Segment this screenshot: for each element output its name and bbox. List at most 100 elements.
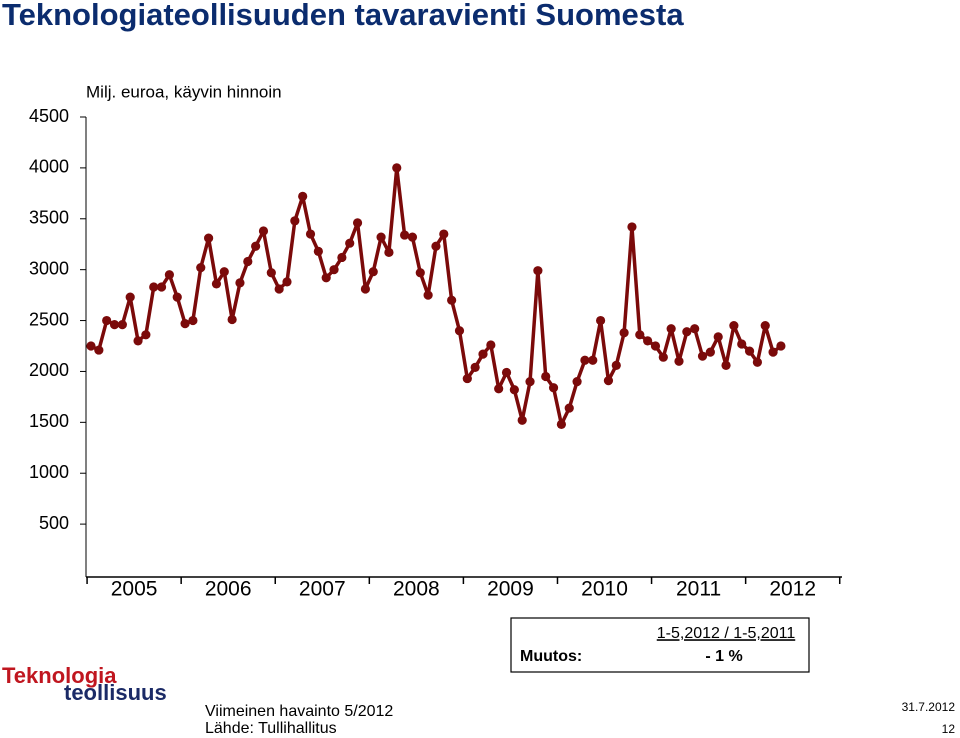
point <box>407 232 418 242</box>
y-tick-label: 1000 <box>29 462 69 482</box>
point <box>219 267 229 277</box>
point <box>368 267 378 277</box>
point <box>643 336 653 346</box>
point <box>580 355 590 365</box>
point <box>737 339 747 349</box>
point <box>329 265 339 275</box>
point <box>384 247 394 257</box>
point <box>282 277 292 287</box>
logo-line1: Teknologia <box>2 663 117 688</box>
x-tick-label: 2010 <box>581 578 628 601</box>
point <box>548 383 559 393</box>
point <box>674 356 684 366</box>
point <box>360 284 370 294</box>
point <box>470 362 480 372</box>
point <box>768 347 778 357</box>
point <box>533 266 543 276</box>
point <box>376 232 386 242</box>
y-tick-label: 2500 <box>29 309 69 329</box>
footer-date: 31.7.2012 <box>902 700 956 714</box>
point <box>149 282 159 292</box>
point <box>596 315 606 326</box>
period: 1-5,2012 / 1-5,2011 <box>657 625 796 642</box>
point <box>439 229 449 239</box>
x-tick-label: 2007 <box>299 578 346 601</box>
point <box>776 341 786 351</box>
point <box>564 403 574 413</box>
y-tick-label: 500 <box>39 513 69 533</box>
point <box>235 278 245 288</box>
point <box>258 226 269 236</box>
point <box>760 321 770 331</box>
point <box>133 336 143 346</box>
point <box>164 270 174 280</box>
y-tick-label: 2000 <box>29 360 69 380</box>
y-tick-label: 3000 <box>29 258 69 278</box>
point <box>697 351 708 361</box>
point <box>172 292 182 302</box>
point <box>525 377 535 387</box>
point <box>431 241 441 251</box>
point <box>266 268 276 278</box>
change-label: Muutos: <box>520 648 582 665</box>
point <box>509 385 519 395</box>
footer-note: Viimeinen havainto 5/2012 <box>205 703 393 720</box>
point <box>204 233 214 243</box>
point <box>517 415 527 425</box>
point <box>392 163 402 173</box>
point <box>305 229 316 239</box>
point <box>196 263 206 273</box>
change-box: 1-5,2012 / 1-5,2011 Muutos: - 1 % <box>510 617 810 673</box>
point <box>290 216 300 226</box>
point <box>721 360 731 370</box>
point <box>117 320 127 330</box>
point <box>243 256 253 267</box>
point <box>94 345 104 355</box>
x-tick-label: 2008 <box>393 578 440 601</box>
change-value: - 1 % <box>705 648 742 665</box>
point <box>572 377 582 387</box>
series-line <box>90 166 782 427</box>
point <box>109 320 120 330</box>
point <box>274 284 284 294</box>
point <box>713 332 723 342</box>
point <box>251 241 261 251</box>
point <box>447 295 457 305</box>
chart-title: Teknologiateollisuuden tavaravienti Suom… <box>2 0 684 32</box>
x-tick-label: 2006 <box>205 578 252 601</box>
point <box>102 315 112 326</box>
point <box>627 222 637 232</box>
point <box>619 328 629 338</box>
point <box>658 352 668 362</box>
point <box>556 419 567 429</box>
point <box>541 371 551 382</box>
y-tick-label: 1500 <box>29 411 69 431</box>
point <box>423 290 433 300</box>
point <box>188 315 198 326</box>
x-tick-label: 2009 <box>487 578 534 601</box>
point <box>156 282 167 292</box>
point <box>227 314 237 325</box>
point <box>415 268 425 278</box>
point <box>690 324 700 334</box>
point <box>454 326 465 336</box>
y-axis-label: Milj. euroa, käyvin hinnoin <box>86 82 282 101</box>
point <box>478 349 488 359</box>
point <box>611 360 621 370</box>
point <box>298 191 308 201</box>
y-tick-label: 4500 <box>29 106 69 126</box>
y-tick-label: 4000 <box>29 157 69 177</box>
point <box>337 252 347 263</box>
point <box>729 321 739 331</box>
x-tick-label: 2011 <box>676 578 721 601</box>
point <box>462 373 472 384</box>
point <box>400 230 410 240</box>
point <box>486 340 496 350</box>
point <box>705 347 715 357</box>
point <box>682 327 692 337</box>
point <box>588 355 598 365</box>
point <box>86 341 96 351</box>
point <box>321 273 331 283</box>
point <box>603 376 614 386</box>
